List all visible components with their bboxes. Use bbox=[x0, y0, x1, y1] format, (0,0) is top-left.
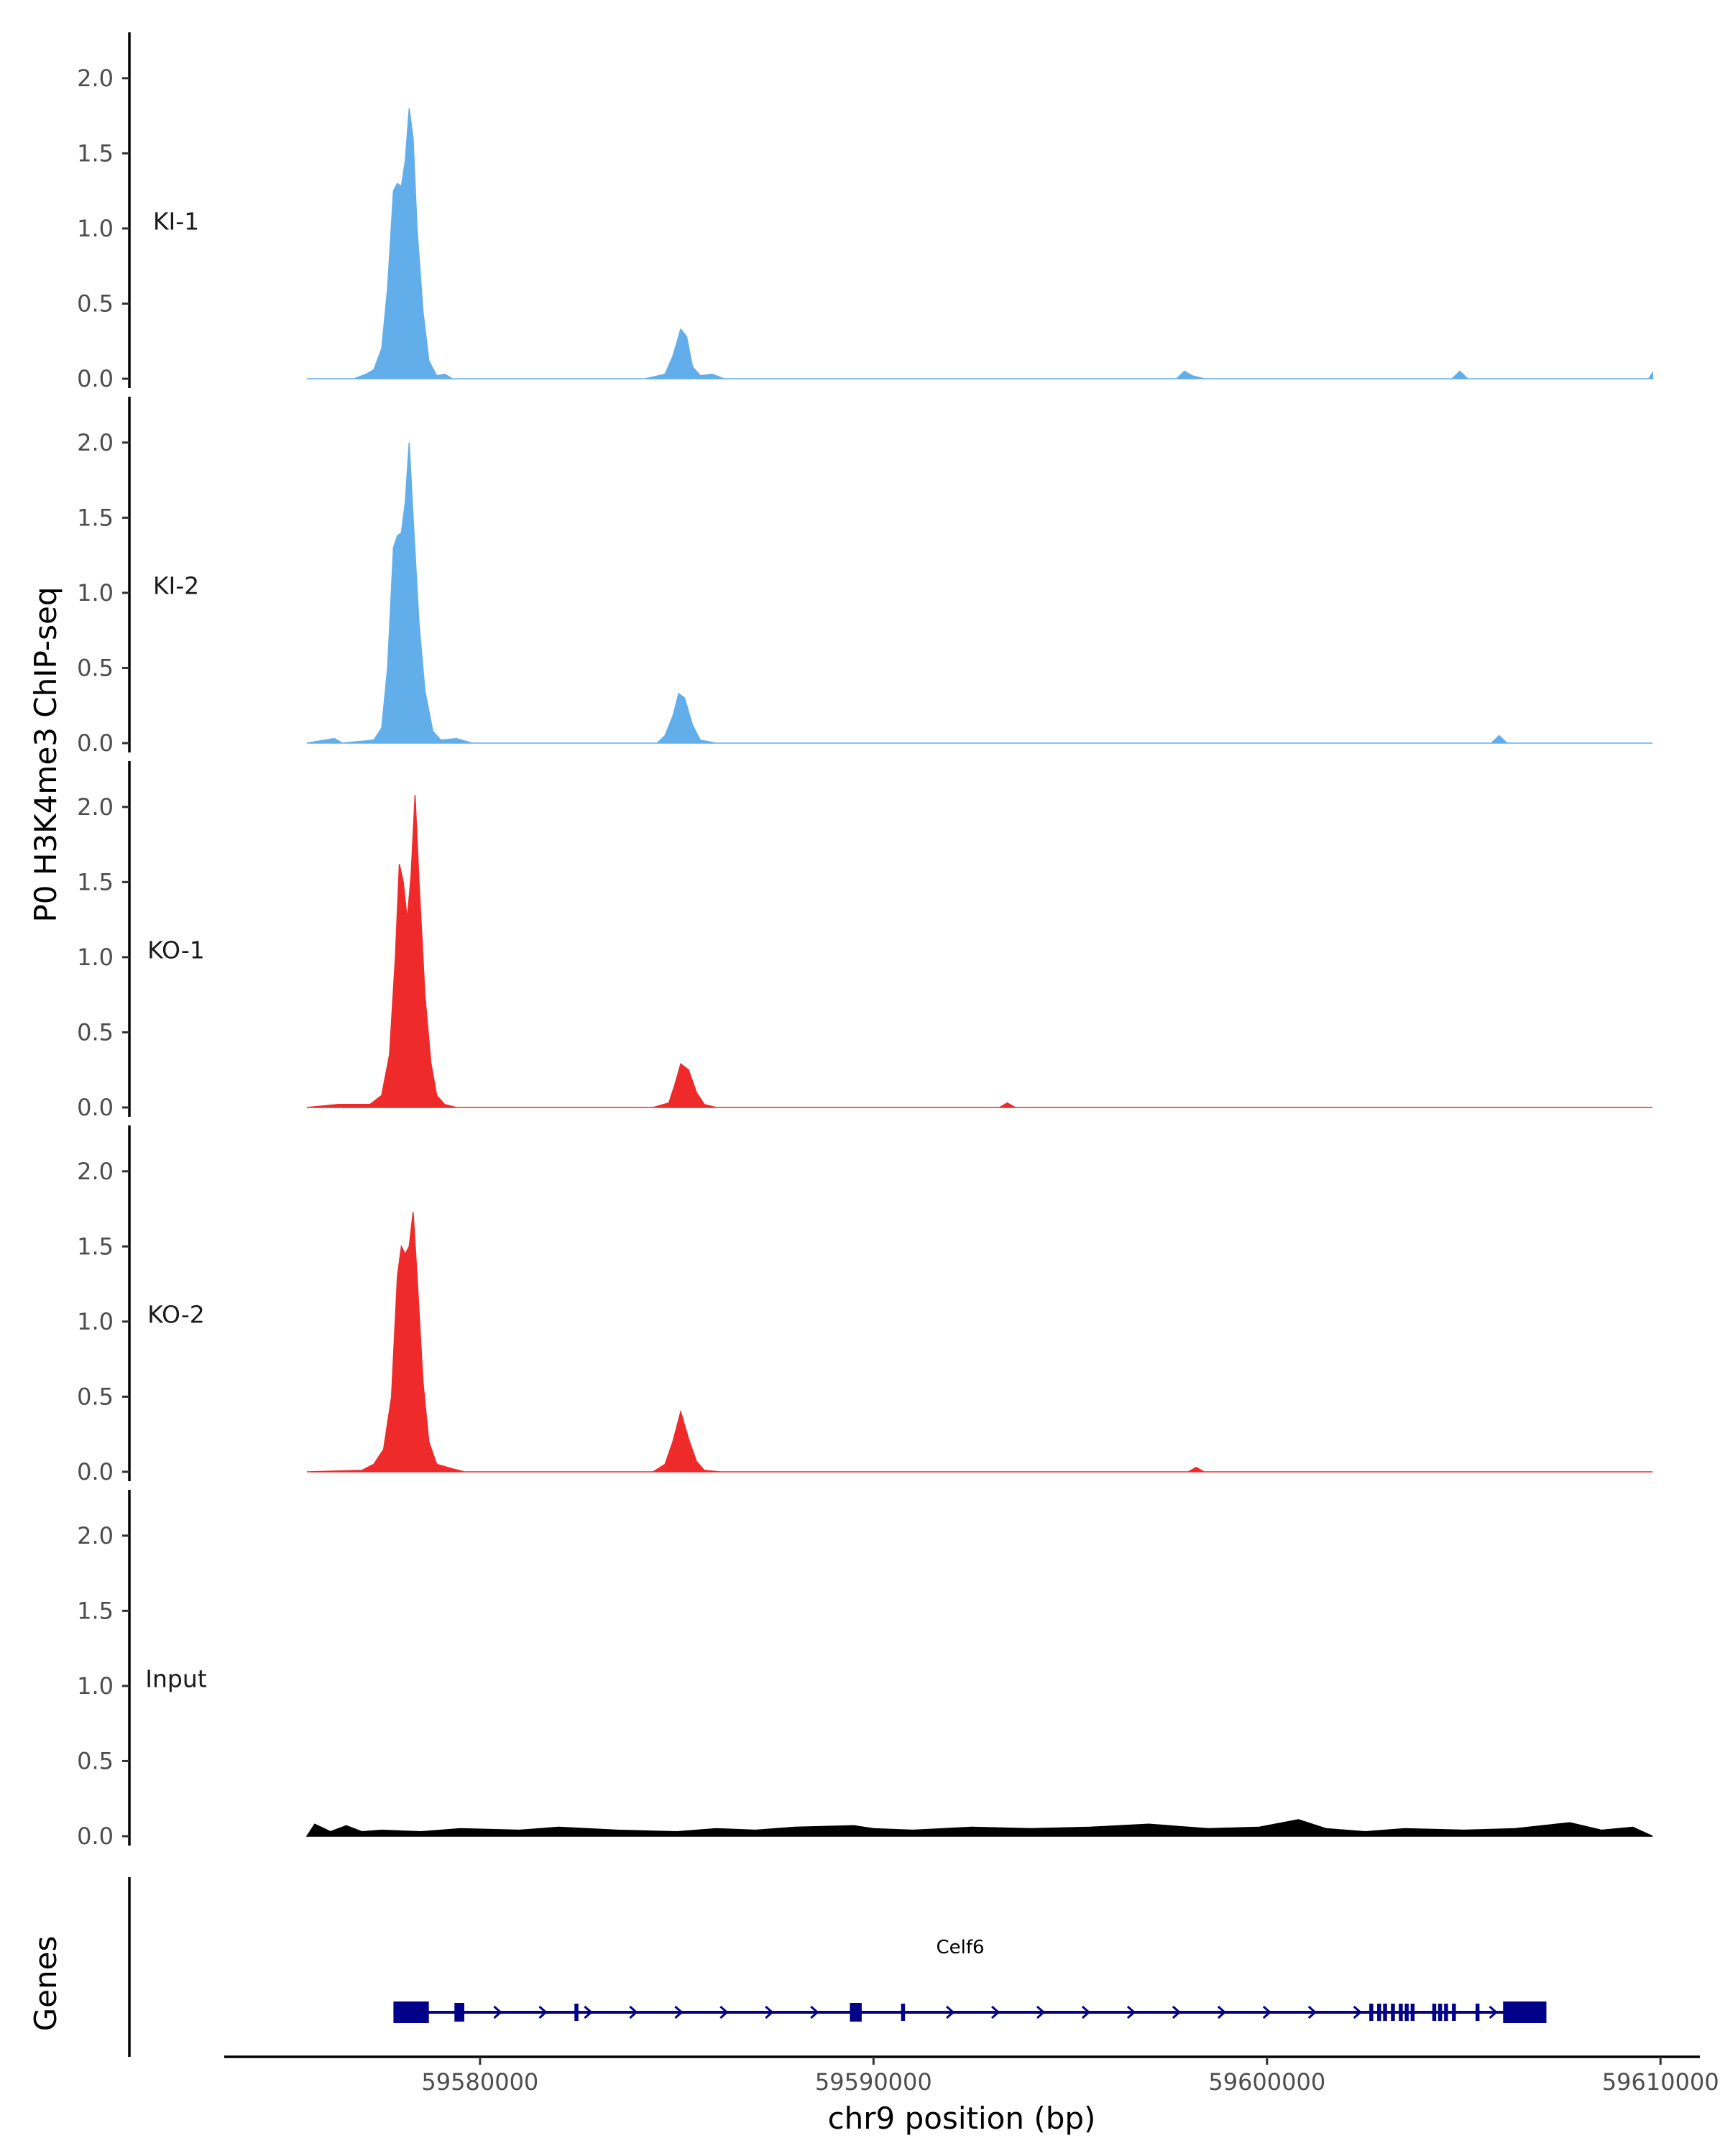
strand-arrow bbox=[1036, 2005, 1046, 2019]
signal-tracks: 0.00.51.01.52.0KI-10.00.51.01.52.0KI-20.… bbox=[77, 32, 1654, 1850]
y-tick-label: 2.0 bbox=[77, 1158, 114, 1185]
y-tick-label: 1.5 bbox=[77, 1233, 114, 1260]
x-axis: 59580000 59590000 59600000 59610000 chr9 po… bbox=[224, 2055, 1719, 2136]
y-axis-title: P0 H3K4me3 ChIP-seq bbox=[28, 586, 63, 922]
y-tick-label: 0.0 bbox=[77, 1458, 114, 1485]
y-tick-label: 0.0 bbox=[77, 365, 114, 392]
y-tick-label: 1.0 bbox=[77, 215, 114, 242]
gene-exon bbox=[1399, 2004, 1403, 2021]
strand-arrow bbox=[1262, 2005, 1272, 2019]
x-ticks: 59580000 59590000 59600000 59610000 bbox=[421, 2057, 1719, 2096]
gene-exon bbox=[1369, 2004, 1374, 2021]
strand-arrow bbox=[584, 2005, 593, 2019]
y-tick-label: 0.5 bbox=[77, 290, 114, 317]
y-tick-label: 2.0 bbox=[77, 429, 114, 456]
x-tick-label: 59590000 bbox=[815, 2068, 932, 2096]
strand-arrow bbox=[674, 2005, 684, 2019]
x-tick-label: 59600000 bbox=[1208, 2068, 1325, 2096]
gene-model bbox=[393, 2001, 1547, 2023]
genes-panel: Genes Celf6 bbox=[28, 1877, 1547, 2057]
gene-exon bbox=[1444, 2004, 1448, 2021]
gene-exon bbox=[1452, 2004, 1456, 2021]
track-label: KO-2 bbox=[147, 1300, 205, 1328]
track-label: KO-1 bbox=[147, 936, 205, 964]
gene-exon bbox=[901, 2004, 906, 2021]
y-tick-label: 0.5 bbox=[77, 1747, 114, 1774]
x-tick-label: 59610000 bbox=[1602, 2068, 1719, 2096]
y-tick-label: 2.0 bbox=[77, 65, 114, 92]
strand-arrow bbox=[946, 2005, 955, 2019]
strand-arrow bbox=[538, 2005, 548, 2019]
track-panel-ki-1: 0.0 0.5 1.0 1.5 2.0 KI-1 bbox=[77, 32, 1654, 392]
signal-area bbox=[306, 795, 1653, 1108]
strand-arrow bbox=[629, 2005, 638, 2019]
genes-track-label: Genes bbox=[28, 1936, 63, 2032]
gene-exon bbox=[1377, 2004, 1381, 2021]
gene-exon bbox=[1432, 2004, 1437, 2021]
x-axis-title: chr9 position (bp) bbox=[828, 2101, 1096, 2136]
x-tick-label: 59580000 bbox=[421, 2068, 538, 2096]
gene-exon bbox=[850, 2003, 862, 2022]
gene-exon bbox=[1391, 2004, 1395, 2021]
y-tick-label: 1.5 bbox=[77, 139, 114, 167]
y-tick-label: 1.0 bbox=[77, 1672, 114, 1700]
gene-exon bbox=[1383, 2004, 1387, 2021]
strand-arrow bbox=[991, 2005, 1000, 2019]
track-label: KI-2 bbox=[153, 571, 199, 599]
strand-arrow bbox=[1126, 2005, 1136, 2019]
gene-exon bbox=[574, 2004, 579, 2021]
y-tick-label: 0.0 bbox=[77, 1823, 114, 1850]
strand-arrow bbox=[1217, 2005, 1227, 2019]
track-label: KI-1 bbox=[153, 207, 199, 235]
signal-area bbox=[306, 1212, 1653, 1473]
strand-arrow bbox=[1489, 2005, 1498, 2019]
y-tick-label: 1.0 bbox=[77, 944, 114, 971]
track-panel-ki-2: 0.0 0.5 1.0 1.5 2.0 KI-2 bbox=[77, 397, 1653, 757]
gene-name-label: Celf6 bbox=[936, 1937, 984, 1958]
strand-arrow bbox=[1172, 2005, 1182, 2019]
strand-arrow bbox=[1353, 2005, 1362, 2019]
y-tick-label: 1.5 bbox=[77, 868, 114, 895]
gene-exon bbox=[1503, 2001, 1547, 2023]
y-tick-label: 1.0 bbox=[77, 1308, 114, 1335]
track-panel-ko-2: 0.0 0.5 1.0 1.5 2.0 KO-2 bbox=[77, 1125, 1653, 1485]
gene-exon bbox=[1475, 2004, 1480, 2021]
strand-arrow bbox=[719, 2005, 729, 2019]
signal-area bbox=[305, 1819, 1653, 1837]
gene-exon bbox=[1404, 2004, 1409, 2021]
signal-area bbox=[307, 108, 1654, 379]
strand-arrow bbox=[765, 2005, 774, 2019]
gene-exon bbox=[1438, 2004, 1443, 2021]
y-tick-label: 0.5 bbox=[77, 1383, 114, 1410]
signal-area bbox=[306, 442, 1653, 744]
y-tick-label: 2.0 bbox=[77, 793, 114, 821]
y-tick-label: 1.0 bbox=[77, 579, 114, 607]
strand-arrow bbox=[1307, 2005, 1317, 2019]
y-tick-label: 0.5 bbox=[77, 654, 114, 681]
track-panel-input: 0.0 0.5 1.0 1.5 2.0 Input bbox=[77, 1490, 1653, 1850]
gene-exon bbox=[454, 2003, 464, 2022]
gene-exon bbox=[1410, 2004, 1415, 2021]
y-tick-label: 1.5 bbox=[77, 504, 114, 531]
track-label: Input bbox=[145, 1664, 207, 1692]
track-panel-ko-1: 0.0 0.5 1.0 1.5 2.0 KO-1 bbox=[77, 761, 1653, 1121]
y-tick-label: 0.0 bbox=[77, 1094, 114, 1121]
y-tick-label: 2.0 bbox=[77, 1522, 114, 1549]
y-tick-label: 0.5 bbox=[77, 1018, 114, 1046]
strand-arrow bbox=[810, 2005, 819, 2019]
y-tick-label: 1.5 bbox=[77, 1597, 114, 1624]
strand-arrow bbox=[1081, 2005, 1091, 2019]
strand-arrow bbox=[493, 2005, 502, 2019]
y-tick-label: 0.0 bbox=[77, 729, 114, 757]
gene-exon bbox=[393, 2001, 429, 2023]
